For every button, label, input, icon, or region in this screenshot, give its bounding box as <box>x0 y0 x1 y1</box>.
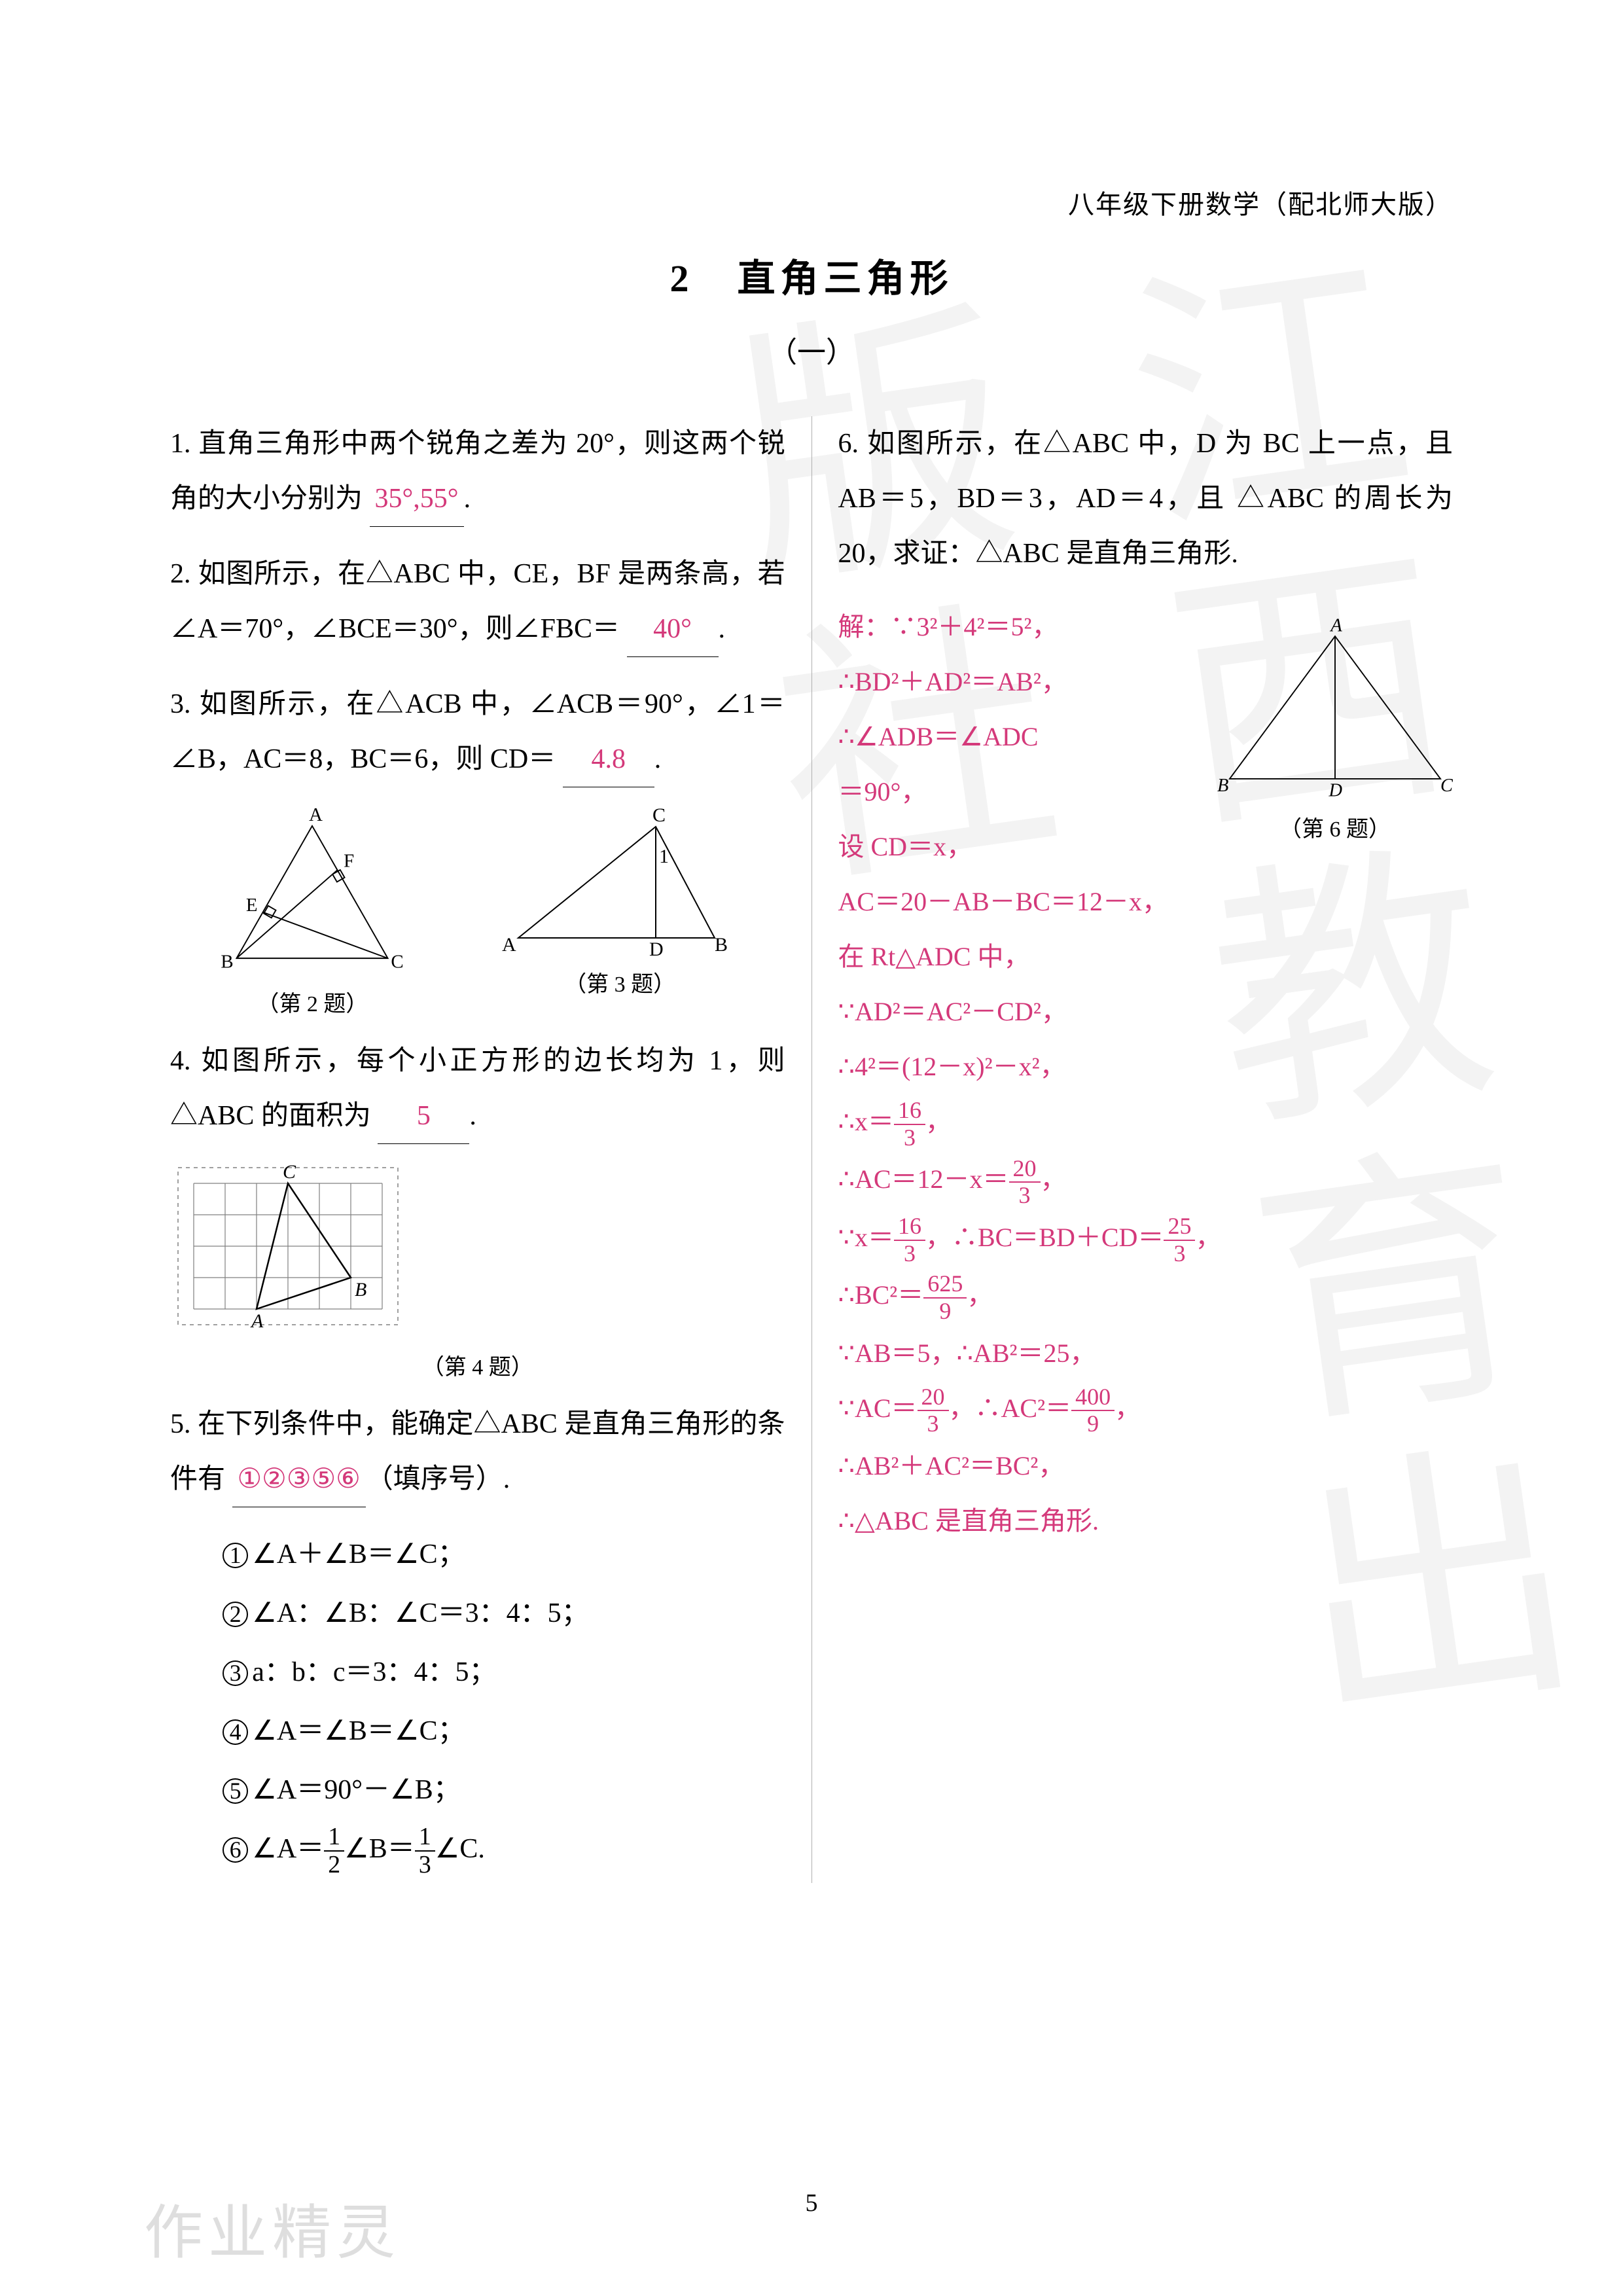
svg-text:1: 1 <box>659 846 669 867</box>
problem-1: 1. 直角三角形中两个锐角之差为 20°，则这两个锐角的大小分别为 35°,55… <box>170 416 785 527</box>
q2-text-b: . <box>719 614 726 644</box>
q5-opt2: 2∠A：∠B：∠C＝3：4：5； <box>170 1586 785 1641</box>
svg-text:A: A <box>310 807 323 825</box>
q1-text-b: . <box>464 484 471 514</box>
svg-text:C: C <box>1440 776 1453 796</box>
chapter-title: 2 直角三角形 <box>170 247 1453 302</box>
svg-text:B: B <box>355 1279 366 1300</box>
watermark-bottom: 作业精灵 <box>144 2185 401 2270</box>
left-column: 1. 直角三角形中两个锐角之差为 20°，则这两个锐角的大小分别为 35°,55… <box>170 416 812 1883</box>
q5-opt6: 6∠A＝12∠B＝13∠C. <box>170 1821 785 1879</box>
q3-text-b: . <box>654 744 662 774</box>
q3-text-a: 3. 如图所示，在△ACB 中，∠ACB＝90°，∠1＝∠B，AC＝8，BC＝6… <box>170 689 785 774</box>
svg-text:C: C <box>391 952 404 973</box>
svg-text:E: E <box>246 895 258 916</box>
q5-opt1: 1∠A＋∠B＝∠C； <box>170 1527 785 1582</box>
figure-row-2-3: A B C E F （第 2 题） <box>170 807 785 1027</box>
svg-text:C: C <box>652 807 666 826</box>
fig3-caption: （第 3 题） <box>499 963 741 1007</box>
svg-text:A: A <box>502 934 516 956</box>
section-number: （一） <box>170 329 1453 370</box>
figure-2: A B C E F （第 2 题） <box>214 807 410 1027</box>
q4-text-b: . <box>469 1101 476 1131</box>
q1-text-a: 1. 直角三角形中两个锐角之差为 20°，则这两个锐角的大小分别为 <box>170 429 785 514</box>
chapter-name: 直角三角形 <box>738 257 954 300</box>
figure-3: A B C D 1 （第 3 题） <box>499 807 741 1027</box>
q1-answer: 35°,55° <box>375 484 459 514</box>
svg-text:C: C <box>283 1164 296 1183</box>
figure-4: A B C （第 4 题） <box>170 1164 785 1390</box>
figure-6: A B C D （第 6 题） <box>1217 613 1453 852</box>
fig4-caption: （第 4 题） <box>170 1346 785 1390</box>
book-header: 八年级下册数学（配北师大版） <box>170 183 1453 221</box>
svg-text:F: F <box>344 850 355 871</box>
q3-answer: 4.8 <box>591 744 626 774</box>
fig2-caption: （第 2 题） <box>214 982 410 1027</box>
q5-opt3: 3a：b：c＝3：4：5； <box>170 1645 785 1700</box>
problem-5: 5. 在下列条件中，能确定△ABC 是直角三角形的条件有 ①②③⑤⑥（填序号）. <box>170 1397 785 1507</box>
svg-text:A: A <box>1329 615 1342 636</box>
svg-text:D: D <box>649 939 664 958</box>
problem-2: 2. 如图所示，在△ABC 中，CE，BF 是两条高，若∠A＝70°，∠BCE＝… <box>170 547 785 657</box>
q2-answer: 40° <box>653 614 692 644</box>
q5-answer: ①②③⑤⑥ <box>238 1464 361 1494</box>
fig6-caption: （第 6 题） <box>1217 808 1453 852</box>
q4-text-a: 4. 如图所示，每个小正方形的边长均为 1，则△ABC 的面积为 <box>170 1046 785 1131</box>
svg-text:B: B <box>221 952 234 973</box>
problem-6: 6. 如图所示，在△ABC 中，D 为 BC 上一点，且 AB＝5，BD＝3，A… <box>838 416 1454 581</box>
svg-text:B: B <box>715 934 728 956</box>
svg-text:A: A <box>250 1310 264 1332</box>
svg-text:D: D <box>1329 780 1343 800</box>
problem-3: 3. 如图所示，在△ACB 中，∠ACB＝90°，∠1＝∠B，AC＝8，BC＝6… <box>170 677 785 787</box>
q4-answer: 5 <box>417 1101 431 1131</box>
q5-text-b: （填序号）. <box>366 1464 510 1494</box>
chapter-num: 2 <box>669 257 694 300</box>
svg-text:B: B <box>1217 776 1228 796</box>
right-column: 6. 如图所示，在△ABC 中，D 为 BC 上一点，且 AB＝5，BD＝3，A… <box>812 416 1454 1883</box>
problem-4: 4. 如图所示，每个小正方形的边长均为 1，则△ABC 的面积为 5. <box>170 1033 785 1144</box>
q5-opt5: 5∠A＝90°－∠B； <box>170 1763 785 1818</box>
q5-opt4: 4∠A＝∠B＝∠C； <box>170 1704 785 1759</box>
